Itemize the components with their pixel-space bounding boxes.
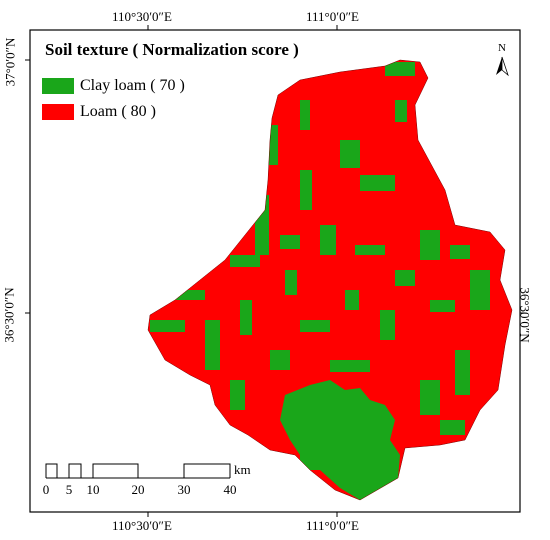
left-lat-label-2: 36°30′0″N: [1, 287, 17, 343]
bottom-lon-label-2: 111°0′0″E: [306, 518, 359, 533]
bottom-lon-label-1: 110°30′0″E: [112, 518, 172, 533]
legend-item-clay-loam: Clay loam ( 70 ): [42, 76, 185, 96]
legend-label-clay-loam: Clay loam ( 70 ): [80, 77, 185, 94]
legend-swatch-clay-loam: [42, 78, 74, 94]
scale-tick-30: 30: [177, 482, 191, 497]
legend-swatch-loam: [42, 104, 74, 120]
north-arrow-label: N: [498, 42, 506, 54]
scale-unit: km: [234, 462, 251, 477]
scale-tick-10: 10: [86, 482, 100, 497]
map-frame: [29, 29, 521, 513]
scale-tick-20: 20: [131, 482, 145, 497]
scale-tick-0: 0: [42, 482, 50, 497]
legend-item-loam: Loam ( 80 ): [42, 102, 156, 122]
scale-tick-5: 5: [65, 482, 73, 497]
legend-label-loam: Loam ( 80 ): [80, 103, 156, 120]
legend-title: Soil texture ( Normalization score ): [45, 40, 299, 59]
top-lon-label-2: 111°0′0″E: [306, 9, 359, 24]
north-arrow-icon: [496, 56, 509, 77]
top-lon-label-1: 110°30′0″E: [112, 9, 172, 24]
basin-outline: [147, 59, 513, 501]
clay-loam-patches: [150, 62, 490, 500]
graticule-ticks: [25, 25, 525, 517]
scale-bar: [45, 463, 231, 479]
scale-tick-40: 40: [223, 482, 237, 497]
right-lat-label-1: 36°30′0″N: [517, 287, 533, 343]
left-lat-label-1: 37°0′0″N: [2, 37, 18, 87]
